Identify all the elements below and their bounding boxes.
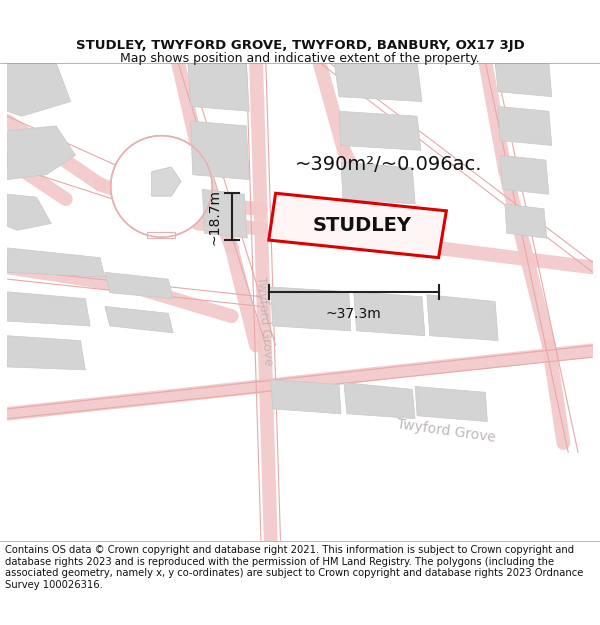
Polygon shape [271,379,341,414]
Text: ~18.7m: ~18.7m [208,189,222,244]
Polygon shape [7,248,105,277]
Polygon shape [147,232,175,238]
Polygon shape [7,292,90,326]
Polygon shape [353,292,425,336]
Text: STUDLEY: STUDLEY [313,216,412,235]
Text: Map shows position and indicative extent of the property.: Map shows position and indicative extent… [120,52,480,65]
Polygon shape [334,62,422,101]
Text: STUDLEY, TWYFORD GROVE, TWYFORD, BANBURY, OX17 3JD: STUDLEY, TWYFORD GROVE, TWYFORD, BANBURY… [76,39,524,51]
Polygon shape [105,272,173,299]
Text: Contains OS data © Crown copyright and database right 2021. This information is : Contains OS data © Crown copyright and d… [5,545,583,590]
Polygon shape [269,193,446,258]
Polygon shape [339,219,406,253]
Polygon shape [344,382,415,419]
Polygon shape [415,386,487,422]
Polygon shape [271,287,351,331]
Polygon shape [427,295,498,341]
Polygon shape [7,194,51,231]
Text: Twyford Grove: Twyford Grove [396,418,497,445]
Polygon shape [498,106,552,146]
Polygon shape [7,62,71,116]
Text: ~37.3m: ~37.3m [326,308,382,321]
Polygon shape [152,167,181,196]
Text: Twyford Grove: Twyford Grove [254,276,274,366]
Polygon shape [188,62,249,111]
Polygon shape [202,189,247,238]
Text: ~390m²/~0.096ac.: ~390m²/~0.096ac. [295,156,482,174]
Polygon shape [7,126,76,179]
Polygon shape [495,62,552,97]
Polygon shape [191,121,249,179]
Circle shape [111,136,212,237]
Polygon shape [7,336,85,370]
Polygon shape [339,111,421,151]
Polygon shape [500,155,549,194]
Polygon shape [341,162,415,204]
Polygon shape [105,306,173,332]
Polygon shape [505,204,547,238]
